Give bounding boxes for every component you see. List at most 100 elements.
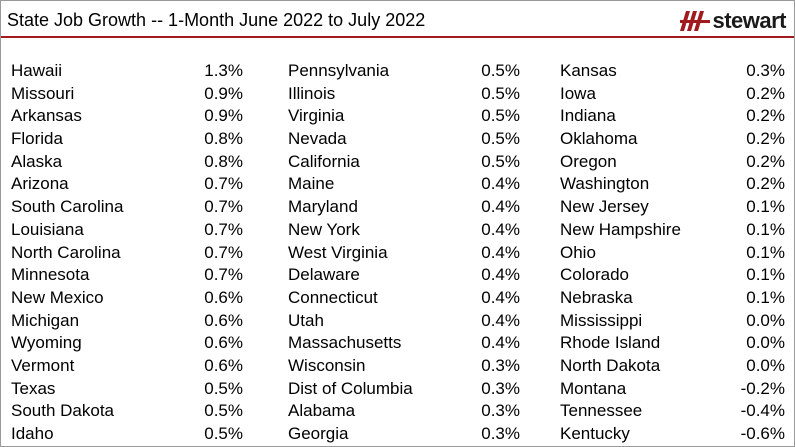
- table-row: Mississippi 0.0%: [560, 310, 785, 333]
- growth-value: 0.5%: [204, 401, 243, 421]
- state-name: Nevada: [288, 129, 347, 149]
- table-row: New York 0.4%: [288, 219, 520, 242]
- state-name: Dist of Columbia: [288, 378, 413, 398]
- stewart-logo: stewart: [680, 9, 786, 33]
- table-row: Maryland 0.4%: [288, 196, 520, 219]
- state-name: Kentucky: [560, 424, 630, 443]
- state-name: South Carolina: [11, 197, 124, 217]
- table-row: West Virginia 0.4%: [288, 242, 520, 265]
- table-row: Pennsylvania 0.5%: [288, 60, 520, 83]
- growth-value: 0.8%: [204, 151, 243, 171]
- table-row: Virginia 0.5%: [288, 105, 520, 128]
- state-name: Maryland: [288, 197, 358, 217]
- state-name: North Carolina: [11, 242, 121, 262]
- table-row: Tennessee -0.4%: [560, 400, 785, 423]
- table-row: North Carolina 0.7%: [11, 242, 243, 265]
- state-name: Indiana: [560, 106, 616, 126]
- state-name: Virginia: [288, 106, 345, 126]
- header: State Job Growth -- 1-Month June 2022 to…: [1, 1, 794, 37]
- growth-value: 0.4%: [481, 219, 520, 239]
- table-row: Michigan 0.6%: [11, 310, 243, 333]
- table-row: Wisconsin 0.3%: [288, 355, 520, 378]
- table-row: Dist of Columbia 0.3%: [288, 378, 520, 401]
- state-name: Illinois: [288, 83, 336, 103]
- state-name: New York: [288, 219, 360, 239]
- growth-value: 0.3%: [481, 401, 520, 421]
- table-row: Maine 0.4%: [288, 173, 520, 196]
- growth-value: 0.0%: [746, 355, 785, 375]
- growth-value: -0.2%: [740, 378, 785, 398]
- growth-value: 0.7%: [204, 265, 243, 285]
- growth-value: 0.2%: [746, 129, 785, 149]
- growth-value: 0.8%: [204, 129, 243, 149]
- state-name: Pennsylvania: [288, 61, 390, 80]
- state-name: Delaware: [288, 265, 360, 285]
- stewart-slash-logo-icon: [680, 11, 711, 31]
- table-row: Massachusetts 0.4%: [288, 332, 520, 355]
- growth-value: 0.7%: [204, 219, 243, 239]
- growth-value: 0.3%: [481, 424, 520, 443]
- state-name: West Virginia: [288, 242, 388, 262]
- table-row: Delaware 0.4%: [288, 264, 520, 287]
- state-name: California: [288, 151, 360, 171]
- growth-value: 0.4%: [481, 310, 520, 330]
- growth-value: 0.5%: [481, 83, 520, 103]
- growth-value: 0.4%: [481, 174, 520, 194]
- table-row: Connecticut 0.4%: [288, 287, 520, 310]
- table-row: New Mexico 0.6%: [11, 287, 243, 310]
- growth-value: 0.6%: [204, 355, 243, 375]
- growth-value: 0.3%: [481, 355, 520, 375]
- state-name: North Dakota: [560, 355, 661, 375]
- state-name: Arkansas: [11, 106, 82, 126]
- growth-value: 0.0%: [746, 310, 785, 330]
- growth-value: 0.4%: [481, 333, 520, 353]
- growth-value: -0.6%: [740, 424, 785, 443]
- state-name: South Dakota: [11, 401, 115, 421]
- state-name: Alabama: [288, 401, 356, 421]
- logo-text: stewart: [712, 8, 786, 33]
- state-name: Washington: [560, 174, 650, 194]
- growth-value: 0.5%: [204, 378, 243, 398]
- table-row: Nebraska 0.1%: [560, 287, 785, 310]
- growth-value: 0.6%: [204, 287, 243, 307]
- growth-value: 0.7%: [204, 197, 243, 217]
- state-name: Georgia: [288, 424, 349, 443]
- growth-value: 0.6%: [204, 310, 243, 330]
- growth-value: 0.4%: [481, 287, 520, 307]
- growth-value: 0.2%: [746, 83, 785, 103]
- state-name: Rhode Island: [560, 333, 661, 353]
- growth-value: 0.5%: [481, 106, 520, 126]
- table-row: Minnesota 0.7%: [11, 264, 243, 287]
- state-name: Oregon: [560, 151, 617, 171]
- table-row: Arkansas 0.9%: [11, 105, 243, 128]
- state-name: Nebraska: [560, 287, 633, 307]
- growth-value: 0.5%: [481, 151, 520, 171]
- table-row: Colorado 0.1%: [560, 264, 785, 287]
- table-row: North Dakota 0.0%: [560, 355, 785, 378]
- state-name: Missouri: [11, 83, 75, 103]
- growth-value: 0.9%: [204, 83, 243, 103]
- table-row: Wyoming 0.6%: [11, 332, 243, 355]
- growth-value: 0.6%: [204, 333, 243, 353]
- state-name: New Jersey: [560, 197, 649, 217]
- growth-value: 0.5%: [481, 61, 520, 80]
- table-row: Indiana 0.2%: [560, 105, 785, 128]
- state-name: Michigan: [11, 310, 80, 330]
- table-column-3: Kansas 0.3% Iowa 0.2% Indiana 0.2% Oklahoma 0.2…: [560, 60, 785, 446]
- state-name: Arizona: [11, 174, 69, 194]
- growth-value: -0.4%: [740, 401, 785, 421]
- growth-value: 0.3%: [746, 61, 785, 80]
- table-row: South Carolina 0.7%: [11, 196, 243, 219]
- state-name: Montana: [560, 378, 627, 398]
- state-name: Ohio: [560, 242, 596, 262]
- state-name: Florida: [11, 129, 63, 149]
- state-name: Hawaii: [11, 61, 63, 80]
- table-row: Louisiana 0.7%: [11, 219, 243, 242]
- table-row: Hawaii 1.3%: [11, 60, 243, 83]
- growth-value: 0.0%: [746, 333, 785, 353]
- table-row: Idaho 0.5%: [11, 423, 243, 446]
- state-name: Wyoming: [11, 333, 82, 353]
- table-row: Kansas 0.3%: [560, 60, 785, 83]
- table-row: Alabama 0.3%: [288, 400, 520, 423]
